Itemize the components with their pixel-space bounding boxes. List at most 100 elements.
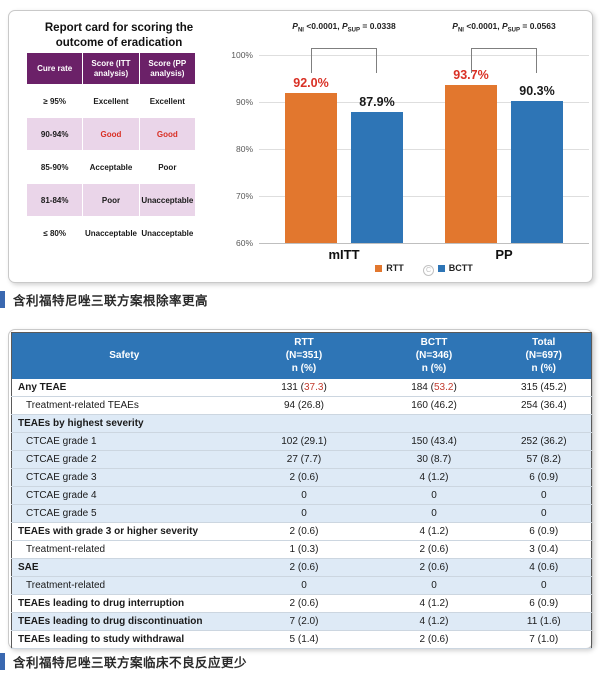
safety-row-label: CTCAE grade 3: [11, 468, 237, 488]
score-cell: Unacceptable: [138, 216, 197, 250]
y-axis-tick-label: 90%: [235, 97, 253, 107]
safety-row-label: TEAEs leading to drug discontinuation: [11, 612, 237, 632]
safety-value-cell: 0: [496, 576, 592, 596]
safety-row: TEAEs with grade 3 or higher severity 2 (…: [11, 522, 592, 542]
score-cell: Poor: [82, 183, 140, 217]
caption-efficacy-text: 含利福特尼唑三联方案根除率更高: [13, 293, 209, 308]
safety-value-cell: 102 (29.1): [236, 432, 372, 452]
safety-value-cell: 0: [236, 504, 372, 524]
p-value-annotation: PNI <0.0001, PSUP = 0.0338: [292, 21, 396, 34]
score-cell: Good: [82, 117, 140, 151]
safety-row-label: Treatment-related: [11, 540, 237, 560]
safety-value-cell: 94 (26.8): [236, 396, 372, 416]
safety-row-label: TEAEs by highest severity: [11, 414, 237, 434]
report-card-row: ≥ 95% Excellent Excellent: [25, 84, 197, 118]
safety-col-header: Safety: [11, 332, 237, 379]
safety-value-cell: 254 (36.4): [496, 396, 592, 416]
safety-value-cell: 7 (2.0): [236, 612, 372, 632]
report-card-row: 90-94% Good Good: [25, 117, 197, 151]
safety-row-label: CTCAE grade 1: [11, 432, 237, 452]
watermark-icon: C: [423, 265, 434, 276]
safety-row: Treatment-related 1 (0.3) 2 (0.6) 3 (0.4): [11, 540, 592, 560]
caption-efficacy: 含利福特尼唑三联方案根除率更高: [0, 289, 208, 309]
safety-value-cell: 4 (0.6): [496, 558, 592, 578]
safety-value-cell: 0: [371, 486, 497, 506]
safety-value-cell: 0: [371, 576, 497, 596]
bar-bctt-pp: [511, 100, 563, 243]
safety-value-cell: 5 (1.4): [236, 630, 372, 650]
safety-value-cell: 6 (0.9): [496, 468, 592, 488]
safety-value-cell: 0: [236, 486, 372, 506]
y-axis-tick-label: 70%: [235, 191, 253, 201]
cure-rate-cell: 81-84%: [25, 183, 84, 217]
safety-value-cell: 184 (53.2): [371, 378, 497, 398]
safety-row-label: TEAEs leading to study withdrawal: [11, 630, 237, 650]
safety-row: Treatment-related 0 0 0: [11, 576, 592, 596]
safety-row: CTCAE grade 2 27 (7.7) 30 (8.7) 57 (8.2): [11, 450, 592, 470]
gridline: [259, 149, 589, 150]
report-card-row: ≤ 80% Unacceptable Unacceptable: [25, 216, 197, 250]
safety-value-cell: 6 (0.9): [496, 594, 592, 614]
score-cell: Unacceptable: [138, 183, 197, 217]
efficacy-panel: Report card for scoring the outcome of e…: [8, 10, 593, 283]
safety-value-cell: 315 (45.2): [496, 378, 592, 398]
safety-value-cell: 150 (43.4): [371, 432, 497, 452]
report-card: Report card for scoring the outcome of e…: [19, 17, 219, 57]
cure-rate-cell: ≤ 80%: [25, 216, 84, 250]
safety-value-cell: [496, 414, 592, 434]
safety-value-cell: [371, 414, 497, 434]
report-card-header-cell: Cure rate: [25, 52, 84, 85]
safety-value-cell: 27 (7.7): [236, 450, 372, 470]
safety-value-cell: 2 (0.6): [236, 558, 372, 578]
safety-row: TEAEs leading to drug discontinuation 7 (…: [11, 612, 592, 632]
chart-legend: RTT BCTT: [259, 263, 589, 273]
report-card-row: 85-90% Acceptable Poor: [25, 150, 197, 184]
safety-row: TEAEs leading to drug interruption 2 (0.6…: [11, 594, 592, 614]
legend-swatch-icon: [375, 264, 383, 272]
caption-accent-bar: [0, 652, 5, 670]
score-cell: Unacceptable: [82, 216, 140, 250]
safety-value-cell: 57 (8.2): [496, 450, 592, 470]
score-cell: Poor: [138, 150, 197, 184]
cure-rate-cell: 90-94%: [25, 117, 84, 151]
safety-row: CTCAE grade 1 102 (29.1) 150 (43.4) 252 (36…: [11, 432, 592, 452]
safety-row: SAE 2 (0.6) 2 (0.6) 4 (0.6): [11, 558, 592, 578]
safety-value-cell: 4 (1.2): [371, 594, 497, 614]
cure-rate-cell: ≥ 95%: [25, 84, 84, 118]
safety-row: Any TEAE 131 (37.3) 184 (53.2) 315 (45.2): [11, 378, 592, 398]
cure-rate-cell: 85-90%: [25, 150, 84, 184]
x-axis-label-pp: PP: [495, 247, 513, 262]
safety-value-cell: 2 (0.6): [236, 522, 372, 542]
caption-safety-text: 含利福特尼唑三联方案临床不良反应更少: [13, 655, 248, 670]
bar-value-label: 93.7%: [453, 67, 489, 82]
safety-value-cell: 1 (0.3): [236, 540, 372, 560]
safety-value-cell: 2 (0.6): [236, 594, 372, 614]
safety-row-label: CTCAE grade 2: [11, 450, 237, 470]
gridline: [259, 102, 589, 103]
safety-row: TEAEs by highest severity: [11, 414, 592, 434]
safety-row-label: Treatment-related: [11, 576, 237, 596]
safety-row: TEAEs leading to study withdrawal 5 (1.4)…: [11, 630, 592, 650]
safety-col-header: BCTT (N=346) n (%): [371, 332, 497, 379]
caption-safety: 含利福特尼唑三联方案临床不良反应更少: [0, 651, 247, 671]
safety-col-header: RTT (N=351) n (%): [236, 332, 372, 379]
safety-row: Treatment-related TEAEs 94 (26.8) 160 (46.…: [11, 396, 592, 416]
safety-value-cell: 2 (0.6): [236, 468, 372, 488]
report-card-title: Report card for scoring the outcome of e…: [44, 22, 194, 49]
safety-value-cell: 4 (1.2): [371, 522, 497, 542]
score-cell: Good: [138, 117, 197, 151]
y-axis-tick-label: 80%: [235, 144, 253, 154]
safety-value-cell: 4 (1.2): [371, 612, 497, 632]
safety-panel: Safety RTT (N=351) n (%) BCTT (N=346) n (%) To…: [8, 329, 593, 650]
safety-row-label: SAE: [11, 558, 237, 578]
p-value-annotation: PNI <0.0001, PSUP = 0.0563: [452, 21, 556, 34]
safety-value-cell: 11 (1.6): [496, 612, 592, 632]
safety-value-cell: 2 (0.6): [371, 540, 497, 560]
safety-row-label: TEAEs leading to drug interruption: [11, 594, 237, 614]
bar-value-label: 87.9%: [359, 94, 395, 109]
safety-value-cell: 4 (1.2): [371, 468, 497, 488]
legend-label: BCTT: [448, 263, 473, 273]
